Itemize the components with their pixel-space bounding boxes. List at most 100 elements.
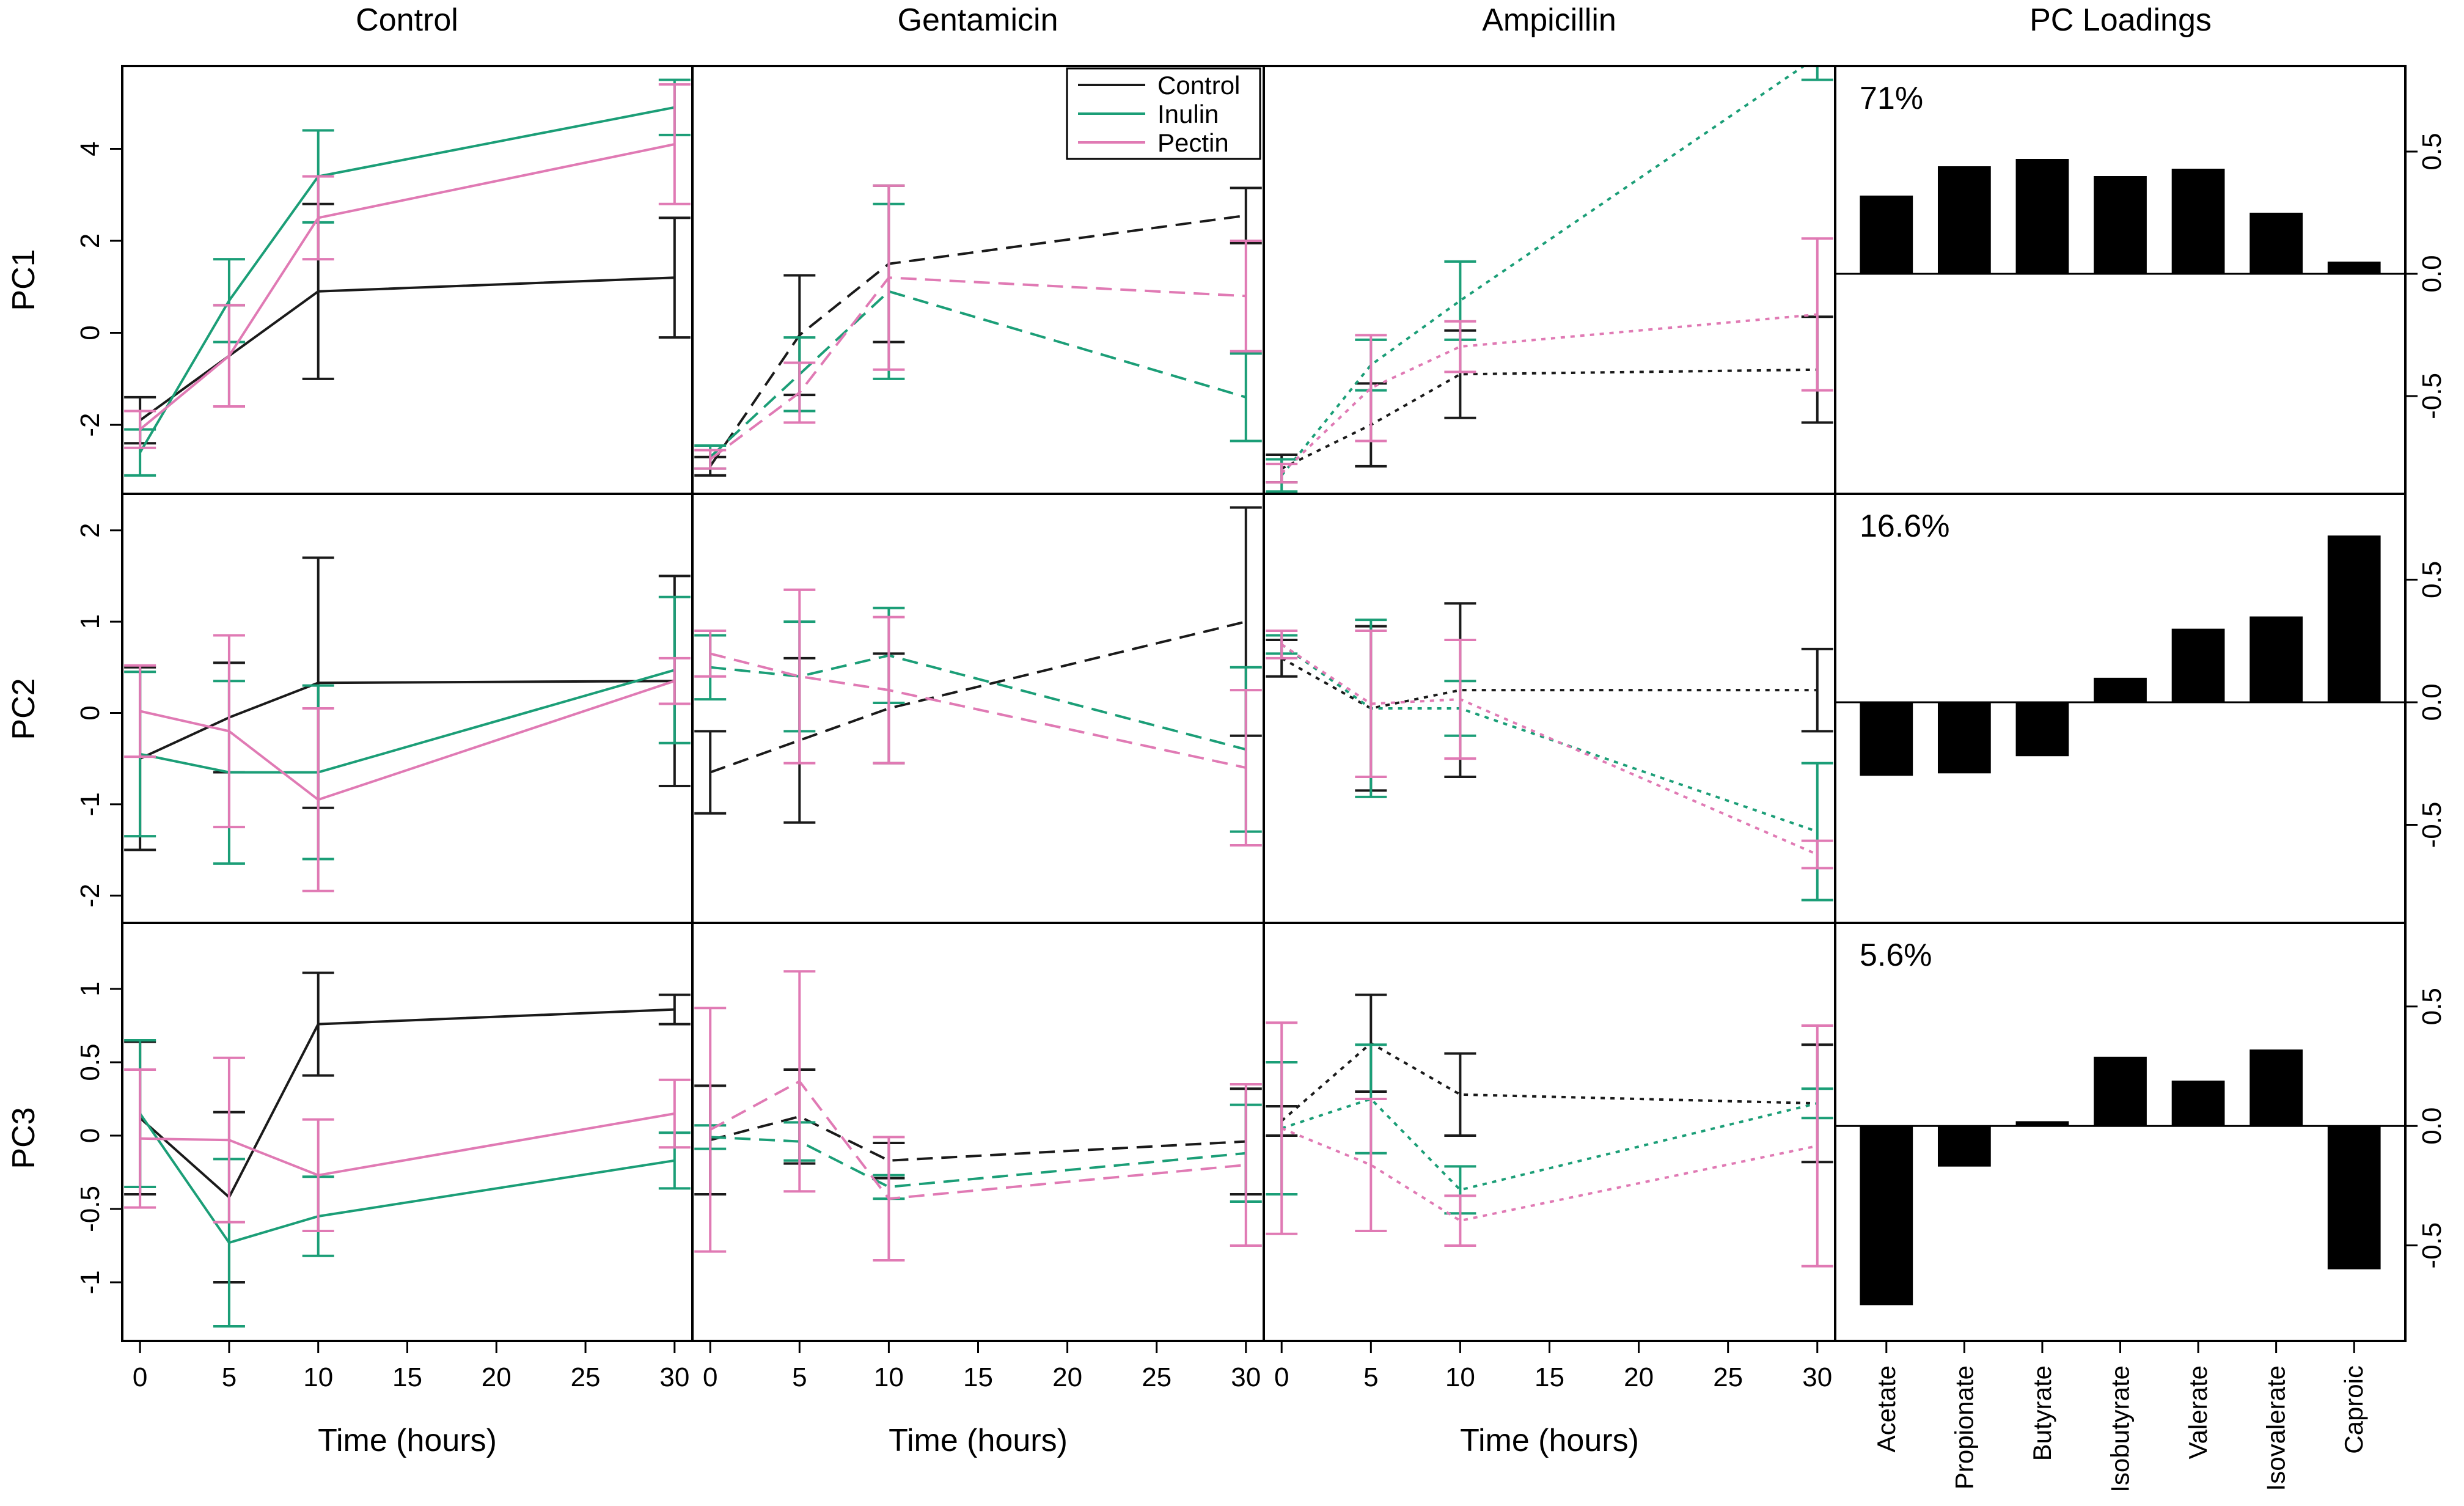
series-line-control	[1281, 657, 1817, 710]
series-line-control	[139, 1008, 675, 1199]
x-tick-label: 20	[482, 1362, 512, 1392]
error-bar-pectin	[302, 175, 334, 261]
error-bar-control	[1444, 1052, 1476, 1137]
x-tick-label: 5	[792, 1362, 807, 1392]
series-line-pectin	[1281, 643, 1818, 856]
error-bar-pectin	[1355, 334, 1387, 443]
y-tick-label: 1	[75, 614, 105, 629]
series-line-control	[710, 1115, 1246, 1162]
variable-label-isobutyrate: Isobutyrate	[2106, 1365, 2135, 1493]
x-tick-label: 20	[1624, 1362, 1654, 1392]
error-bar-pectin	[1801, 839, 1833, 870]
legend: Control Inulin Pectin	[1066, 67, 1261, 160]
x-tick-label: 20	[1052, 1362, 1082, 1392]
x-tick-label: 25	[571, 1362, 601, 1392]
series-line-control	[709, 214, 1247, 467]
error-bar-pectin	[694, 630, 727, 678]
x-tick-label: 15	[392, 1362, 422, 1392]
y-tick-label: 1	[75, 982, 105, 996]
series-line-inulin	[139, 669, 675, 774]
row-labels: PC1 PC2 PC3	[6, 249, 42, 1169]
error-bar-pectin	[783, 970, 816, 1193]
panel-frame	[1834, 65, 2407, 495]
panel-control-pc3	[124, 971, 691, 1328]
x-tick-label: 25	[1713, 1362, 1743, 1392]
loading-bar-propionate	[1937, 1126, 1991, 1167]
y-tick-label: 2	[75, 233, 105, 248]
x-tick-label: 10	[303, 1362, 333, 1392]
variable-label-caproic: Caproic	[2339, 1365, 2368, 1454]
loading-bar-isobutyrate	[2094, 176, 2147, 274]
x-tick-label: 15	[963, 1362, 993, 1392]
y-tick-label: 4	[75, 141, 105, 156]
y-tick-label: 0	[75, 1128, 105, 1143]
series-line-inulin	[139, 1112, 675, 1244]
loading-bar-propionate	[1937, 166, 1991, 274]
variable-label-valerate: Valerate	[2184, 1365, 2212, 1459]
panel-ampicillin-pc3	[1266, 993, 1833, 1268]
error-bar-pectin	[124, 410, 156, 449]
loading-bar-acetate	[1860, 1126, 1913, 1306]
error-bar-pectin	[213, 304, 245, 408]
series-line-pectin	[710, 276, 1246, 461]
series-line-inulin	[709, 290, 1247, 458]
loadings-y-tick-label: 0.0	[2417, 255, 2447, 292]
row-label-pc2: PC2	[6, 678, 42, 740]
series-line-inulin	[1281, 1098, 1818, 1191]
y-tick-label: -1	[75, 792, 105, 816]
panel-frame	[1834, 493, 2407, 924]
error-bar-pectin	[658, 83, 691, 205]
panel-frames	[121, 65, 2407, 1342]
error-bar-pectin	[1444, 320, 1476, 373]
panel-gentamicin-pc2	[694, 506, 1262, 847]
series-line-inulin	[710, 654, 1247, 751]
error-bar-pectin	[124, 1068, 156, 1209]
error-bar-pectin	[1444, 1194, 1476, 1247]
loading-bar-caproic	[2327, 262, 2381, 274]
error-bar-pectin	[302, 1118, 334, 1232]
series-line-inulin	[139, 106, 675, 454]
series-line-control	[710, 620, 1247, 774]
loading-bar-butyrate	[2015, 159, 2069, 274]
loading-bar-acetate	[1860, 196, 1913, 274]
loadings-y-tick-label: 0.0	[2417, 683, 2447, 721]
variable-label-acetate: Acetate	[1872, 1365, 1901, 1452]
error-bar-pectin	[783, 588, 816, 765]
y-axis-pc1: -2 0 2 4	[75, 141, 122, 437]
series-line-pectin	[710, 652, 1247, 770]
error-bar-pectin	[213, 634, 245, 829]
error-bar-pectin	[124, 664, 156, 759]
loading-bar-butyrate	[2015, 702, 2069, 757]
loadings-y-tick-label: 0.5	[2417, 988, 2447, 1025]
loadings-panel-pc3: 5.6% -0.5 0.0 0.5	[1835, 938, 2447, 1306]
error-bar-pectin	[783, 361, 816, 424]
error-bar-pectin	[1230, 1083, 1262, 1247]
error-bar-pectin	[873, 615, 905, 765]
series-line-control	[1280, 1041, 1817, 1122]
series-line-control	[1281, 368, 1817, 470]
error-bar-control	[658, 216, 691, 339]
panel-ampicillin-pc1	[1266, 66, 1833, 493]
series-line-pectin	[140, 1112, 675, 1177]
column-title-control: Control	[356, 2, 458, 38]
error-bar-pectin	[658, 1078, 691, 1149]
loadings-y-tick-label: 0.0	[2417, 1107, 2447, 1145]
row-label-pc1: PC1	[6, 249, 42, 310]
panel-frame	[121, 493, 694, 924]
y-tick-label: -1	[75, 1270, 105, 1294]
loadings-y-tick-label: 0.5	[2417, 561, 2447, 598]
row-label-pc3: PC3	[6, 1107, 42, 1169]
loading-bar-isovalerate	[2250, 616, 2303, 702]
series-line-pectin	[1281, 1127, 1818, 1222]
error-bar-inulin	[1230, 352, 1262, 443]
legend-label-control: Control	[1157, 71, 1240, 100]
error-bar-pectin	[1230, 689, 1262, 847]
error-bar-pectin	[1230, 240, 1262, 353]
error-bar-pectin	[1266, 630, 1298, 659]
x-tick-label: 10	[1445, 1362, 1475, 1392]
x-tick-label: 0	[703, 1362, 717, 1392]
panel-frame	[1263, 922, 1836, 1342]
series-line-control	[139, 276, 675, 422]
